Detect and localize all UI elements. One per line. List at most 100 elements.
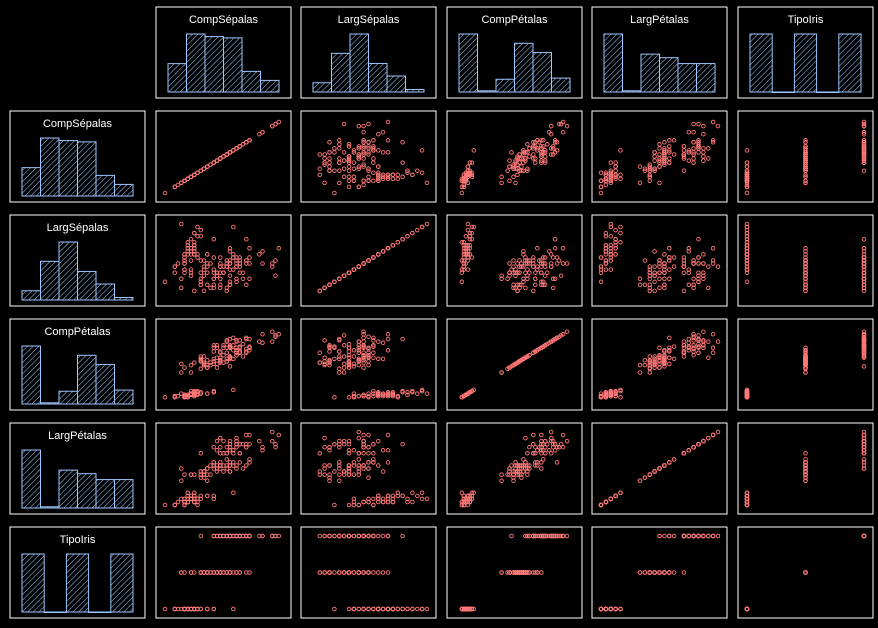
scatter-point <box>710 345 716 351</box>
scatter-point <box>322 355 327 360</box>
scatter-point <box>696 150 701 155</box>
scatter-point <box>385 150 391 155</box>
scatter-point <box>276 432 282 438</box>
scatter-point <box>465 174 471 180</box>
scatter-point <box>227 258 233 263</box>
scatter-point <box>415 606 420 612</box>
scatter-point <box>513 460 518 465</box>
scatter-point <box>465 391 471 396</box>
scatter-point <box>662 261 667 266</box>
scatter-point <box>332 168 337 173</box>
scatter-point <box>657 361 662 367</box>
scatter-point <box>564 261 570 266</box>
scatter-point <box>459 258 465 263</box>
scatter-point <box>461 264 467 269</box>
scatter-point <box>744 267 750 272</box>
scatter-point <box>327 344 332 349</box>
scatter-point <box>227 469 233 474</box>
histogram-title: CompSépalas <box>43 118 113 130</box>
scatter-point <box>861 273 867 278</box>
scatter-point <box>317 288 323 294</box>
scatter-point <box>861 264 867 269</box>
histogram-bar <box>110 553 134 613</box>
scatter-point <box>552 246 558 251</box>
scatter-point <box>861 435 867 441</box>
scatter-point <box>861 267 867 272</box>
scatter-point <box>211 493 217 499</box>
scatter-point <box>469 236 475 242</box>
scatter-point <box>465 164 471 169</box>
scatter-point <box>385 331 391 337</box>
scatter-point <box>861 276 867 282</box>
scatter-point <box>608 224 614 230</box>
scatter-point <box>224 444 230 450</box>
scatter-point <box>276 246 282 251</box>
scatter-point <box>608 172 614 178</box>
scatter-point <box>247 441 252 447</box>
scatter-point <box>667 460 672 465</box>
scatter-point <box>696 140 701 145</box>
scatter-point <box>351 472 357 477</box>
scatter-point <box>667 570 672 575</box>
scatter-panel-r3-c4 <box>591 318 728 411</box>
scatter-point <box>701 343 706 348</box>
scatter-point <box>380 448 386 453</box>
histogram-bar <box>40 402 60 405</box>
scatter-point <box>603 261 609 266</box>
scatter-point <box>227 267 233 272</box>
scatter-point <box>642 258 648 263</box>
scatter-point <box>657 466 662 471</box>
scatter-point <box>803 166 808 171</box>
histogram-bar <box>40 260 60 301</box>
histogram-bar <box>677 63 697 93</box>
scatter-point <box>686 533 692 539</box>
scatter-point <box>608 221 614 227</box>
scatter-panel-r4-c3 <box>446 422 583 515</box>
scatter-point <box>686 270 692 275</box>
scatter-point <box>465 252 471 257</box>
scatter-point <box>542 273 548 278</box>
scatter-point <box>691 156 696 161</box>
scatter-point <box>511 472 516 477</box>
scatter-point <box>744 240 750 245</box>
scatter-point <box>346 466 352 471</box>
scatter-point <box>332 606 337 612</box>
scatter-panel-r5-c2 <box>300 526 437 619</box>
scatter-point <box>371 335 376 341</box>
scatter-point <box>395 490 401 496</box>
scatter-point <box>366 466 371 471</box>
scatter-point <box>552 276 558 282</box>
scatter-point <box>608 249 614 254</box>
scatter-point <box>861 282 867 288</box>
scatter-point <box>662 285 667 291</box>
scatter-point <box>260 444 265 450</box>
scatter-point <box>535 148 540 153</box>
histogram-title: LargPétalas <box>48 430 107 442</box>
scatter-point <box>542 150 548 155</box>
panel-frame <box>300 6 437 99</box>
scatter-point <box>546 249 552 254</box>
scatter-point <box>533 463 538 468</box>
scatter-point <box>681 570 687 575</box>
scatter-point <box>519 282 524 288</box>
scatter-point <box>405 233 410 239</box>
scatter-point <box>356 156 362 161</box>
scatter-point <box>351 148 357 153</box>
scatter-point <box>195 170 200 175</box>
scatter-point <box>552 236 558 242</box>
scatter-point <box>341 174 347 180</box>
scatter-point <box>208 472 213 477</box>
scatter-point <box>380 129 386 135</box>
scatter-point <box>744 221 750 227</box>
scatter-point <box>356 469 362 474</box>
scatter-point <box>701 261 706 266</box>
scatter-point <box>598 395 604 400</box>
scatter-point <box>337 370 342 375</box>
scatter-point <box>618 224 623 230</box>
scatter-point <box>706 533 711 539</box>
scatter-point <box>205 478 210 483</box>
scatter-point <box>410 172 415 178</box>
scatter-point <box>552 140 558 145</box>
scatter-point <box>461 176 467 182</box>
scatter-point <box>513 180 518 186</box>
